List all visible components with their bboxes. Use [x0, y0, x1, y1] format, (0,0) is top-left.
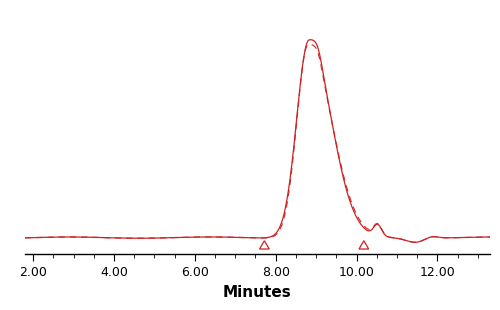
X-axis label: Minutes: Minutes	[223, 285, 292, 299]
